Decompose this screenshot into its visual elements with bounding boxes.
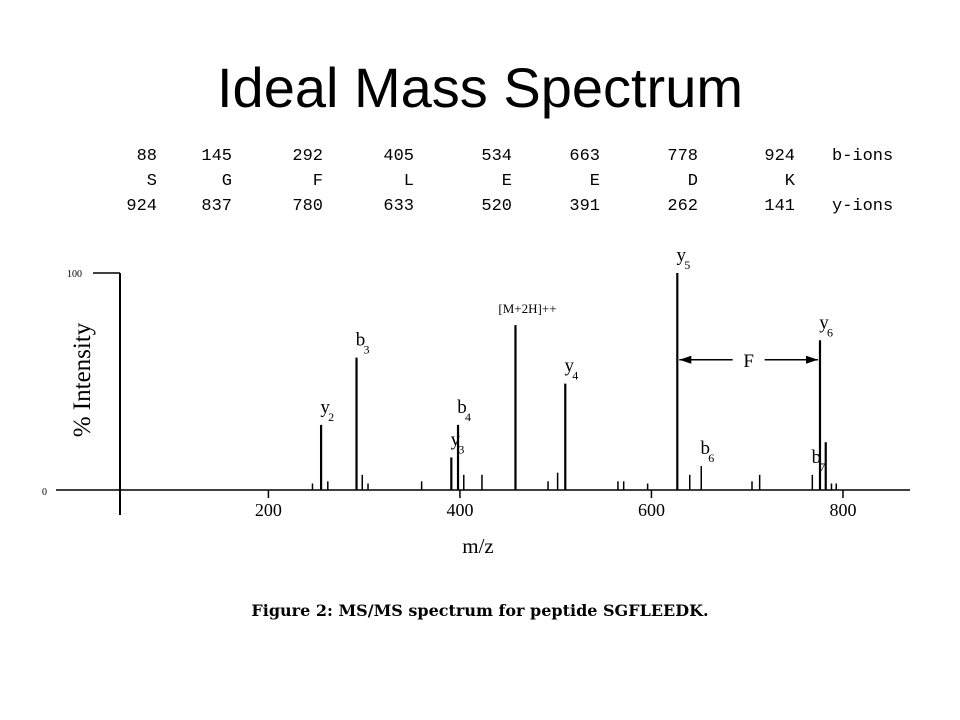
y-tick-label-100: 100: [67, 269, 82, 280]
y-axis-label: % Intensity: [69, 322, 96, 437]
b-ions-cell: 145: [201, 147, 232, 166]
x-axis-label: m/z: [462, 534, 494, 558]
f-arrow-left-head: [679, 355, 692, 364]
b-ions-label: b-ions: [832, 147, 894, 166]
peak-label-precursor: [M+2H]++: [498, 301, 556, 316]
residues-cell: F: [312, 172, 323, 191]
peak-label-sub-b4: 4: [465, 410, 471, 424]
y-ions-cell: 633: [383, 197, 414, 216]
y-ions-label: y-ions: [832, 197, 894, 216]
peak-label-sub-b7: 7: [819, 460, 825, 474]
b-ions-cell: 534: [481, 147, 512, 166]
b-ions-cell: 405: [383, 147, 414, 166]
residues-cell: L: [403, 172, 414, 191]
b-ions-cell: 663: [569, 147, 600, 166]
peak-label-sub-b6: 6: [708, 451, 714, 465]
y-tick-label-0: 0: [42, 487, 47, 498]
spectrum-peaks: [311, 273, 838, 490]
peak-label-y4: y: [565, 356, 575, 377]
peak-label-y6: y: [819, 312, 829, 333]
peak-label-sub-y2: 2: [328, 410, 334, 424]
x-tick-label-200: 200: [255, 500, 282, 520]
y-ions-cell: 262: [667, 197, 698, 216]
peak-label-y2: y: [320, 397, 330, 418]
x-ticks: 200 400 600 800: [255, 490, 856, 520]
ion-table: 88 145 292 405 534 663 778 924 b-ions S G F L E E D K 9…: [0, 0, 960, 240]
residues-cell: S: [146, 172, 157, 191]
b-ion-row: 88 145 292 405 534 663 778 924 b-ions: [0, 147, 960, 169]
b-ions-cell: 924: [764, 147, 795, 166]
f-arrow-label: F: [743, 351, 754, 372]
residues-cell: E: [589, 172, 600, 191]
peak-label-b4: b: [457, 397, 467, 418]
residues-cell: D: [687, 172, 698, 191]
f-arrow-right-head: [805, 355, 818, 364]
peak-label-sub-y5: 5: [684, 258, 690, 272]
x-tick-label-800: 800: [829, 500, 856, 520]
peak-label-sub-y6: 6: [827, 325, 833, 339]
x-tick-label-400: 400: [446, 500, 473, 520]
y-ions-cell: 520: [481, 197, 512, 216]
peak-label-b7: b: [812, 447, 822, 468]
y-ions-cell: 141: [764, 197, 795, 216]
y-ions-cell: 924: [126, 197, 157, 216]
peak-label-y3: y: [451, 429, 461, 450]
y-ions-cell: 780: [292, 197, 323, 216]
y-ions-cell: 391: [569, 197, 600, 216]
peak-label-y5: y: [677, 245, 687, 266]
peak-label-sub-y3: 3: [458, 442, 464, 456]
figure-caption: Figure 2: MS/MS spectrum for peptide SGF…: [251, 601, 709, 620]
y-ions-cell: 837: [201, 197, 232, 216]
b-ions-cell: 778: [667, 147, 698, 166]
y-ion-row: 924 837 780 633 520 391 262 141 y-ions: [0, 197, 960, 219]
x-tick-label-600: 600: [638, 500, 665, 520]
peak-label-b3: b: [356, 330, 366, 351]
chart-axes: 100 0 % Intensity m/z: [42, 269, 910, 558]
b-ions-cell: 292: [292, 147, 323, 166]
peak-label-b6: b: [700, 438, 710, 459]
peak-label-sub-b3: 3: [364, 343, 370, 357]
residues-cell: K: [784, 172, 795, 191]
chart-annotations: F: [679, 351, 818, 372]
slide-title: Ideal Mass Spectrum: [217, 56, 743, 119]
peak-label-sub-y4: 4: [572, 369, 578, 383]
b-ions-cell: 88: [136, 147, 157, 166]
residues-cell: G: [221, 172, 232, 191]
residues-cell: E: [501, 172, 512, 191]
